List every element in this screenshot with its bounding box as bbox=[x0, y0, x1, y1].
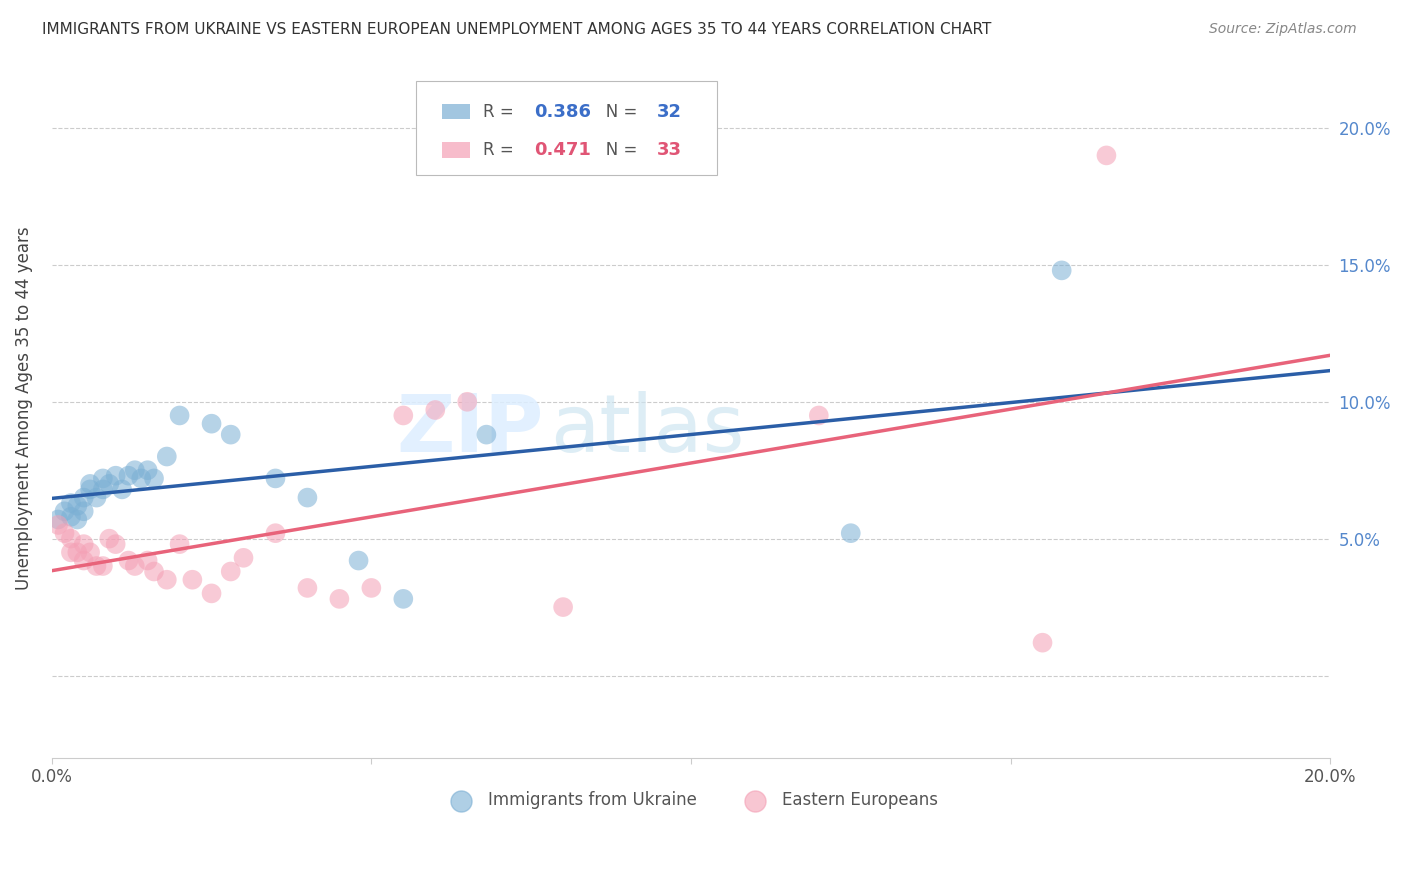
Point bbox=[553, 600, 575, 615]
Text: 32: 32 bbox=[657, 103, 682, 120]
Point bbox=[53, 526, 76, 541]
Point bbox=[297, 581, 319, 595]
Text: R =: R = bbox=[482, 141, 519, 159]
Point bbox=[129, 471, 152, 485]
Point bbox=[86, 559, 108, 574]
Point bbox=[1031, 635, 1053, 649]
Point bbox=[136, 553, 159, 567]
Text: 0.386: 0.386 bbox=[534, 103, 591, 120]
Point bbox=[1050, 263, 1073, 277]
Point bbox=[66, 499, 89, 513]
Point bbox=[200, 586, 222, 600]
Text: 0.471: 0.471 bbox=[534, 141, 591, 159]
Point bbox=[143, 471, 166, 485]
Point bbox=[807, 409, 830, 423]
Point bbox=[79, 545, 101, 559]
Point bbox=[1095, 148, 1118, 162]
Point bbox=[79, 476, 101, 491]
Point bbox=[392, 409, 415, 423]
FancyBboxPatch shape bbox=[441, 104, 470, 120]
Point bbox=[59, 545, 82, 559]
Point bbox=[232, 550, 254, 565]
Point bbox=[66, 545, 89, 559]
Text: atlas: atlas bbox=[550, 391, 745, 468]
Point bbox=[98, 476, 121, 491]
Point bbox=[475, 427, 498, 442]
Text: Source: ZipAtlas.com: Source: ZipAtlas.com bbox=[1209, 22, 1357, 37]
Legend: Immigrants from Ukraine, Eastern Europeans: Immigrants from Ukraine, Eastern Europea… bbox=[437, 784, 945, 815]
Point bbox=[79, 483, 101, 497]
Point bbox=[66, 512, 89, 526]
Point bbox=[219, 427, 242, 442]
Point bbox=[392, 591, 415, 606]
Point bbox=[264, 526, 287, 541]
Point bbox=[73, 537, 96, 551]
Point bbox=[111, 483, 134, 497]
Point bbox=[91, 483, 114, 497]
Point bbox=[297, 491, 319, 505]
Point bbox=[59, 496, 82, 510]
Text: 33: 33 bbox=[657, 141, 682, 159]
Point bbox=[73, 504, 96, 518]
Point bbox=[425, 403, 447, 417]
Point bbox=[124, 559, 146, 574]
FancyBboxPatch shape bbox=[416, 80, 717, 175]
Point bbox=[156, 573, 179, 587]
Point bbox=[46, 512, 69, 526]
Point bbox=[219, 565, 242, 579]
Point bbox=[264, 471, 287, 485]
Point bbox=[104, 537, 127, 551]
Point bbox=[73, 553, 96, 567]
Point bbox=[124, 463, 146, 477]
Text: N =: N = bbox=[591, 103, 643, 120]
Point bbox=[181, 573, 204, 587]
Point bbox=[169, 537, 191, 551]
Point bbox=[156, 450, 179, 464]
Point bbox=[59, 532, 82, 546]
Point bbox=[456, 394, 478, 409]
Point bbox=[328, 591, 350, 606]
Text: ZIP: ZIP bbox=[396, 391, 544, 468]
Y-axis label: Unemployment Among Ages 35 to 44 years: Unemployment Among Ages 35 to 44 years bbox=[15, 227, 32, 591]
Point bbox=[136, 463, 159, 477]
Point bbox=[91, 471, 114, 485]
Point bbox=[347, 553, 370, 567]
Point bbox=[839, 526, 862, 541]
Text: N =: N = bbox=[591, 141, 643, 159]
Point bbox=[200, 417, 222, 431]
FancyBboxPatch shape bbox=[441, 143, 470, 158]
Point bbox=[59, 509, 82, 524]
Point bbox=[360, 581, 382, 595]
Point bbox=[73, 491, 96, 505]
Text: R =: R = bbox=[482, 103, 519, 120]
Point bbox=[117, 468, 139, 483]
Point bbox=[86, 491, 108, 505]
Point bbox=[169, 409, 191, 423]
Point bbox=[98, 532, 121, 546]
Text: IMMIGRANTS FROM UKRAINE VS EASTERN EUROPEAN UNEMPLOYMENT AMONG AGES 35 TO 44 YEA: IMMIGRANTS FROM UKRAINE VS EASTERN EUROP… bbox=[42, 22, 991, 37]
Point bbox=[53, 504, 76, 518]
Point bbox=[143, 565, 166, 579]
Point bbox=[104, 468, 127, 483]
Point bbox=[46, 518, 69, 533]
Point bbox=[91, 559, 114, 574]
Point bbox=[117, 553, 139, 567]
